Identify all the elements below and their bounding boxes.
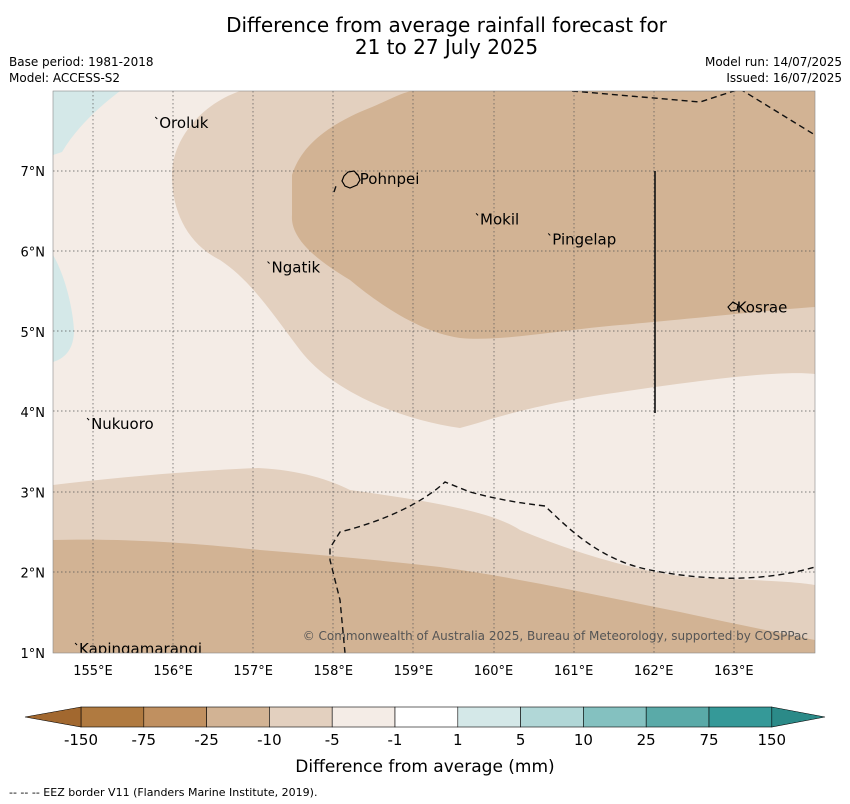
lat-tick-label: 5°N bbox=[21, 326, 46, 341]
meta-right: Model run: 14/07/2025 Issued: 16/07/2025 bbox=[705, 54, 842, 86]
colorbar-extend-high bbox=[771, 706, 826, 728]
lon-tick-label: 161°E bbox=[554, 664, 594, 679]
colorbar-tick-label: 1 bbox=[453, 731, 463, 749]
place-marker bbox=[267, 261, 270, 264]
colorbar-swatch bbox=[206, 706, 270, 728]
place-marker bbox=[355, 172, 359, 176]
meta-left: Base period: 1981-2018 Model: ACCESS-S2 bbox=[9, 54, 154, 86]
colorbar-swatch bbox=[269, 706, 333, 728]
eez-border-north bbox=[571, 91, 815, 136]
eez-border-south bbox=[329, 481, 815, 653]
lon-tick-label: 162°E bbox=[634, 664, 674, 679]
place-marker bbox=[732, 301, 736, 305]
colorbar-swatch bbox=[143, 706, 207, 728]
colorbar-tick-label: 150 bbox=[757, 731, 786, 749]
place-label: Pingelap bbox=[552, 230, 616, 248]
colorbar: -150 -75 -25 -10 -5 -1 1 5 10 25 75 150 bbox=[24, 706, 826, 749]
colorbar-axis-label: Difference from average (mm) bbox=[295, 757, 554, 777]
place-label: Oroluk bbox=[159, 114, 208, 132]
colorbar-swatch bbox=[708, 706, 773, 728]
colorbar-tick-label: 25 bbox=[637, 731, 656, 749]
model-run-text: Model run: 14/07/2025 bbox=[704, 55, 842, 69]
colorbar-swatch bbox=[645, 706, 710, 728]
title-line-2: 21 to 27 July 2025 bbox=[354, 35, 539, 59]
place-marker bbox=[475, 213, 479, 216]
colorbar-tick-label: -1 bbox=[388, 731, 403, 749]
lon-tick-label: 158°E bbox=[314, 664, 354, 679]
map-field: Oroluk Pohnpei Mokil Pingelap Ngatik Kosrae Nu… bbox=[53, 91, 815, 658]
eez-border-tick bbox=[333, 185, 337, 193]
eez-borders bbox=[329, 91, 815, 653]
colorbar-tick-label: -5 bbox=[325, 731, 340, 749]
place-marker bbox=[154, 116, 158, 120]
colorbar-tick-label: 10 bbox=[574, 731, 593, 749]
lat-tick-label: 4°N bbox=[21, 406, 46, 421]
colorbar-tick-label: -150 bbox=[64, 731, 98, 749]
colorbar-swatch bbox=[80, 706, 145, 728]
place-label: Nukuoro bbox=[91, 415, 154, 433]
band-neg75-neg25-north bbox=[291, 91, 815, 339]
band-neg75-neg25-south bbox=[53, 539, 815, 653]
axis-tick-labels: 155°E 156°E 157°E 158°E 159°E 160°E 161°E 162°E… bbox=[21, 165, 754, 679]
map-frame bbox=[52, 90, 816, 654]
lon-tick-label: 160°E bbox=[474, 664, 514, 679]
colorbar-swatch bbox=[457, 706, 521, 728]
lon-tick-label: 159°E bbox=[394, 664, 434, 679]
place-label: Ngatik bbox=[272, 259, 321, 277]
lon-tick-label: 156°E bbox=[153, 664, 193, 679]
lat-tick-label: 1°N bbox=[21, 647, 46, 662]
lat-tick-label: 2°N bbox=[21, 567, 46, 582]
place-labels: Oroluk Pohnpei Mokil Pingelap Ngatik Kosrae Nu… bbox=[74, 114, 788, 658]
pohnpei-island-outline bbox=[341, 170, 361, 189]
colorbar-tick-label: 5 bbox=[516, 731, 526, 749]
base-period-text: Base period: 1981-2018 bbox=[9, 55, 154, 69]
lon-tick-label: 155°E bbox=[73, 664, 113, 679]
patch-1-5-w bbox=[53, 255, 74, 362]
kosrae-island-outline bbox=[727, 301, 739, 312]
place-marker bbox=[74, 642, 78, 646]
colorbar-tick-label: -25 bbox=[194, 731, 219, 749]
lat-tick-label: 3°N bbox=[21, 486, 46, 501]
copyright-text: © Commonwealth of Australia 2025, Bureau… bbox=[303, 629, 808, 643]
colorbar-swatch bbox=[331, 706, 396, 728]
model-text: Model: ACCESS-S2 bbox=[9, 71, 121, 85]
place-label: Pohnpei bbox=[360, 170, 420, 188]
colorbar-tick-label: 75 bbox=[699, 731, 718, 749]
lon-tick-label: 157°E bbox=[233, 664, 273, 679]
colorbar-tick-label: -75 bbox=[132, 731, 157, 749]
colorbar-swatch bbox=[520, 706, 584, 728]
place-marker bbox=[86, 417, 90, 421]
graticule bbox=[53, 91, 815, 653]
colorbar-swatch bbox=[583, 706, 647, 728]
title-line-1: Difference from average rainfall forecas… bbox=[226, 13, 667, 37]
place-label: Mokil bbox=[480, 210, 519, 228]
lat-tick-label: 7°N bbox=[21, 165, 46, 180]
colorbar-swatch bbox=[394, 706, 459, 728]
place-label: Kosrae bbox=[737, 299, 788, 317]
patch-1-5-nw bbox=[53, 91, 120, 155]
place-label: Kapingamarangi bbox=[79, 640, 202, 658]
chart-title: Difference from average rainfall forecas… bbox=[0, 14, 850, 58]
place-marker bbox=[547, 233, 551, 236]
lat-tick-label: 6°N bbox=[21, 246, 46, 261]
colorbar-extend-low bbox=[24, 706, 82, 728]
lon-tick-label: 163°E bbox=[714, 664, 754, 679]
issued-text: Issued: 16/07/2025 bbox=[726, 71, 842, 85]
colorbar-tick-label: -10 bbox=[257, 731, 282, 749]
eez-footnote: -- -- -- EEZ border V11 (Flanders Marine… bbox=[9, 786, 318, 799]
